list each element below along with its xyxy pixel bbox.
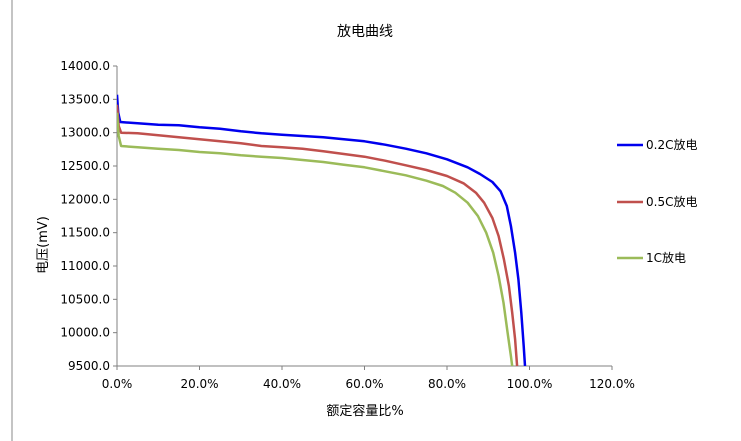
legend-label-1C放电: 1C放电: [646, 250, 686, 265]
x-tick-label: 40.0%: [263, 377, 301, 391]
y-axis-title: 电压(mV): [36, 216, 51, 274]
x-axis-title: 额定容量比%: [326, 403, 403, 419]
y-tick-label: 12000.0: [60, 192, 110, 206]
x-tick-label: 0.0%: [102, 377, 133, 391]
y-tick-label: 13000.0: [60, 126, 110, 140]
x-tick-label: 60.0%: [345, 377, 383, 391]
x-tick-label: 80.0%: [428, 377, 466, 391]
y-tick-label: 11500.0: [60, 226, 110, 240]
x-tick-label: 100.0%: [507, 377, 553, 391]
y-tick-label: 12500.0: [60, 159, 110, 173]
legend-label-0.2C放电: 0.2C放电: [646, 137, 697, 152]
y-tick-label: 10500.0: [60, 292, 110, 306]
y-tick-label: 11000.0: [60, 259, 110, 273]
series-line-0.5C放电: [117, 104, 519, 366]
x-tick-label: 120.0%: [589, 377, 635, 391]
chart-title: 放电曲线: [337, 24, 393, 40]
y-tick-label: 10000.0: [60, 326, 110, 340]
series-line-1C放电: [117, 112, 514, 366]
legend: 0.2C放电 0.5C放电 1C放电: [617, 137, 697, 265]
legend-label-0.5C放电: 0.5C放电: [646, 194, 697, 209]
y-tick-label: 13500.0: [60, 92, 110, 106]
plot-area: 9500.0 10000.0 10500.0 11000.0 11500.0 12000.…: [60, 59, 635, 391]
y-tick-label: 14000.0: [60, 59, 110, 73]
series-line-0.2C放电: [117, 94, 527, 366]
x-tick-label: 20.0%: [180, 377, 218, 391]
y-tick-label: 9500.0: [68, 359, 110, 373]
